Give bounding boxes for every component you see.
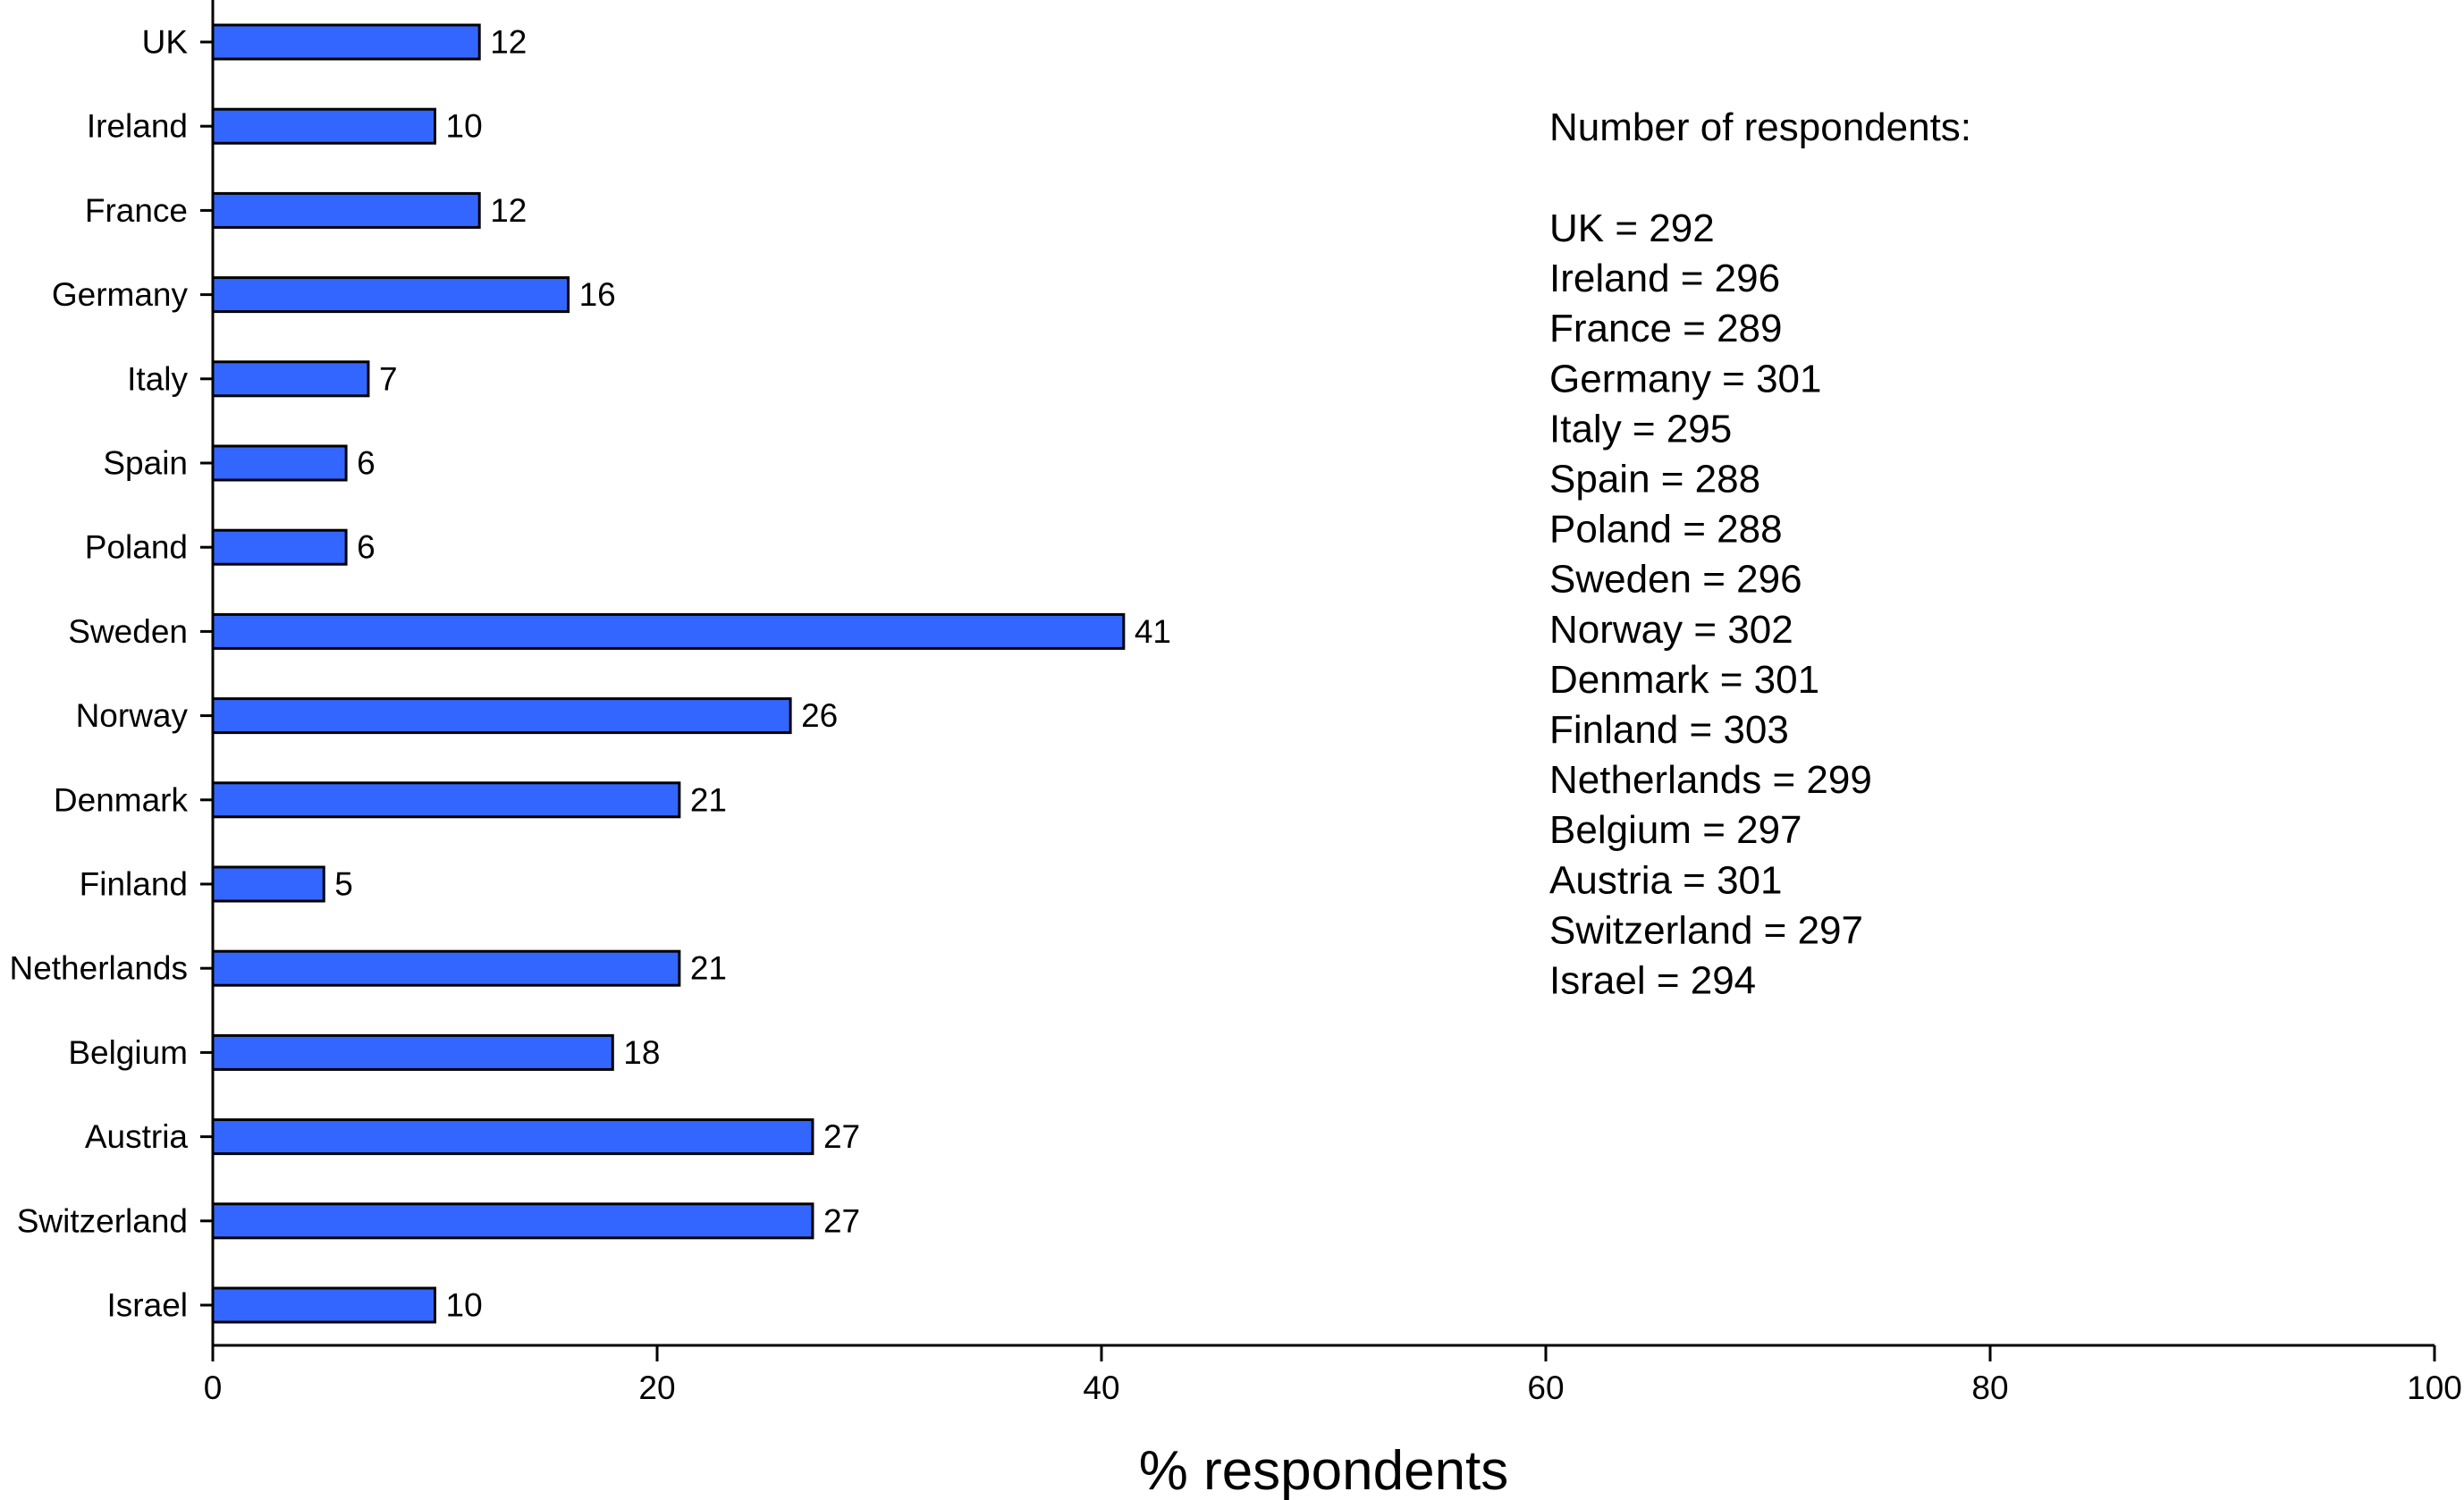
x-tick-label: 20 <box>638 1369 675 1406</box>
bars <box>211 23 1126 1324</box>
data-label: 12 <box>490 192 527 229</box>
category-label: Italy <box>127 360 188 397</box>
data-label: 18 <box>623 1034 660 1071</box>
bar-sweden <box>211 612 1126 650</box>
annotation-line: UK = 292 <box>1549 206 1715 250</box>
respondents-annotation: Number of respondents: UK = 292 Ireland =… <box>1549 105 1971 1003</box>
data-label: 21 <box>690 781 727 818</box>
category-label: Sweden <box>68 613 188 650</box>
category-label: Israel <box>107 1287 188 1324</box>
annotation-heading: Number of respondents: <box>1549 105 1971 149</box>
category-labels: UK Ireland France Germany Italy Spain Poland Sw… <box>9 24 188 1324</box>
annotation-line: Israel = 294 <box>1549 959 1756 1003</box>
bar-israel <box>211 1286 436 1324</box>
category-label: France <box>85 192 188 229</box>
category-label: Belgium <box>68 1034 188 1071</box>
data-label: 10 <box>446 1287 483 1324</box>
data-label: 27 <box>823 1202 860 1239</box>
bar-france <box>211 191 481 229</box>
category-label: Switzerland <box>17 1202 188 1239</box>
annotation-line: Belgium = 297 <box>1549 808 1802 852</box>
bar-austria <box>211 1118 814 1156</box>
category-label: Netherlands <box>9 950 188 987</box>
category-label: Norway <box>76 697 189 734</box>
annotation-line: Germany = 301 <box>1549 357 1822 400</box>
category-label: Poland <box>85 529 188 566</box>
bar-netherlands <box>211 949 681 987</box>
data-label: 10 <box>446 108 483 145</box>
data-label: 16 <box>579 276 616 313</box>
x-tick-label: 100 <box>2407 1369 2462 1406</box>
x-tick-label: 80 <box>1971 1369 2008 1406</box>
bar-germany <box>211 276 570 314</box>
bar-switzerland <box>211 1202 814 1240</box>
annotation-line: Ireland = 296 <box>1549 257 1780 300</box>
data-label: 27 <box>823 1118 860 1155</box>
x-tick-label: 0 <box>204 1369 223 1406</box>
annotation-line: Spain = 288 <box>1549 458 1760 501</box>
x-tick-label: 40 <box>1083 1369 1119 1406</box>
category-label: Spain <box>103 445 188 482</box>
annotation-line: Switzerland = 297 <box>1549 908 1863 952</box>
x-axis-ticks: 0 20 40 60 80 100 <box>204 1345 2462 1406</box>
bar-denmark <box>211 781 681 819</box>
data-label: 7 <box>379 360 398 397</box>
bar-poland <box>211 528 348 566</box>
annotation-line: Denmark = 301 <box>1549 658 1819 702</box>
x-axis-title: % respondents <box>1139 1440 1509 1500</box>
annotation-line: Italy = 295 <box>1549 407 1732 451</box>
bar-ireland <box>211 107 436 145</box>
data-label: 6 <box>357 529 376 566</box>
data-label: 5 <box>334 866 353 903</box>
annotation-line: France = 289 <box>1549 307 1783 350</box>
annotation-line: Netherlands = 299 <box>1549 758 1872 802</box>
axes <box>200 0 2434 1347</box>
data-label: 26 <box>801 697 838 734</box>
annotation-line: Norway = 302 <box>1549 608 1793 652</box>
data-label: 21 <box>690 950 727 987</box>
category-label: Ireland <box>87 108 188 145</box>
annotation-line: Finland = 303 <box>1549 708 1789 752</box>
x-tick-label: 60 <box>1527 1369 1564 1406</box>
value-labels: 12 10 12 16 7 6 6 41 26 21 5 21 18 27 27 10 <box>334 24 1171 1324</box>
data-label: 41 <box>1135 613 1171 650</box>
annotation-line: Austria = 301 <box>1549 858 1783 902</box>
annotation-line: Sweden = 296 <box>1549 558 1802 602</box>
category-label: Germany <box>52 276 189 313</box>
category-label: Finland <box>80 866 188 903</box>
data-label: 12 <box>490 24 527 61</box>
data-label: 6 <box>357 445 376 482</box>
category-label: UK <box>142 24 189 61</box>
bar-belgium <box>211 1033 614 1071</box>
bar-finland <box>211 865 325 903</box>
bar-norway <box>211 697 792 735</box>
bar-italy <box>211 360 370 398</box>
category-label: Austria <box>85 1118 189 1155</box>
category-label: Denmark <box>54 781 189 818</box>
bar-uk <box>211 23 481 61</box>
bar-spain <box>211 444 348 482</box>
annotation-line: Poland = 288 <box>1549 508 1783 552</box>
